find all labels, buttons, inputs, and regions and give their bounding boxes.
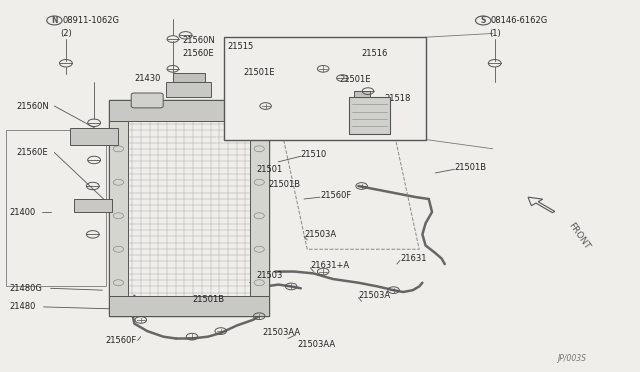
Text: 21560E: 21560E: [182, 49, 214, 58]
Text: (2): (2): [60, 29, 72, 38]
Text: 21501B: 21501B: [454, 163, 486, 172]
Text: 21430: 21430: [134, 74, 161, 83]
Bar: [109, 100, 269, 316]
Text: S: S: [481, 16, 486, 25]
Text: 08146-6162G: 08146-6162G: [491, 16, 548, 25]
Text: 21501E: 21501E: [243, 68, 275, 77]
Text: 21503AA: 21503AA: [262, 328, 301, 337]
Bar: [109, 100, 269, 121]
Text: 21560F: 21560F: [106, 336, 137, 345]
Text: 21510: 21510: [301, 150, 327, 159]
Text: 21560N: 21560N: [182, 36, 215, 45]
Bar: [6, 130, 106, 286]
Bar: [250, 121, 269, 296]
Bar: [173, 73, 205, 82]
Bar: [70, 128, 118, 145]
Text: 21501B: 21501B: [269, 180, 301, 189]
Text: 08911-1062G: 08911-1062G: [62, 16, 119, 25]
Text: 21560N: 21560N: [16, 102, 49, 110]
Bar: [224, 37, 426, 140]
Text: 21631: 21631: [400, 254, 426, 263]
Bar: [109, 296, 269, 316]
FancyArrow shape: [528, 197, 555, 213]
Text: 21501: 21501: [256, 165, 282, 174]
FancyBboxPatch shape: [131, 93, 163, 108]
Text: JP/003S: JP/003S: [557, 355, 586, 363]
Text: 21560F: 21560F: [320, 191, 351, 200]
Text: N: N: [51, 16, 58, 25]
Bar: [74, 199, 112, 212]
Text: 21503A: 21503A: [358, 291, 390, 300]
Text: 21503AA: 21503AA: [298, 340, 336, 349]
Text: 21501B: 21501B: [192, 295, 224, 304]
Text: (1): (1): [489, 29, 500, 38]
Text: 21400: 21400: [10, 208, 36, 217]
Text: 21480G: 21480G: [10, 284, 42, 293]
Text: FRONT: FRONT: [566, 221, 591, 251]
Text: 21515: 21515: [227, 42, 253, 51]
Bar: [349, 97, 390, 134]
Text: 21480: 21480: [10, 302, 36, 311]
Text: 21631+A: 21631+A: [310, 262, 349, 270]
Text: 21516: 21516: [362, 49, 388, 58]
Text: 21560E: 21560E: [16, 148, 47, 157]
Bar: [109, 121, 128, 296]
Bar: [166, 82, 211, 97]
Text: 21503A: 21503A: [304, 230, 336, 239]
Text: 21503: 21503: [256, 271, 282, 280]
Bar: [354, 91, 370, 97]
Text: 21518: 21518: [384, 94, 410, 103]
Text: 21501E: 21501E: [339, 76, 371, 84]
